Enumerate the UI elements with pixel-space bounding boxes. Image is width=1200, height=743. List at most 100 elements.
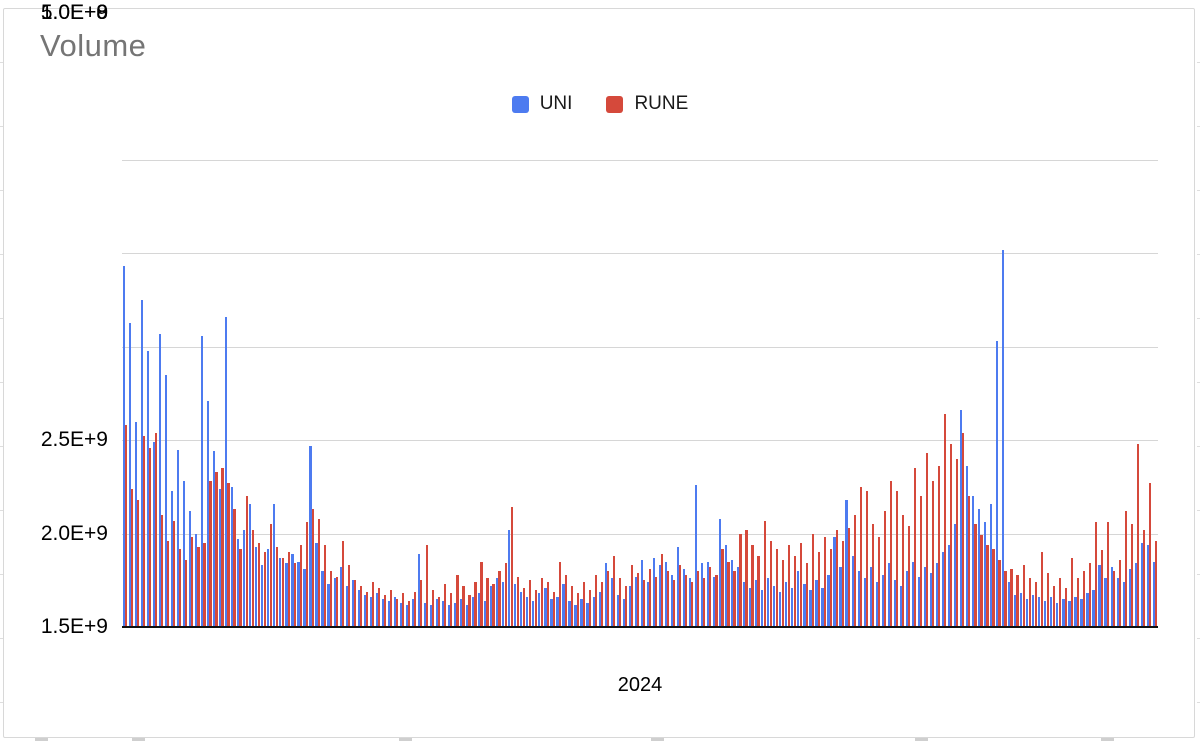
rune-bar (775, 548, 778, 627)
rune-bar (980, 535, 983, 627)
rune-bar (637, 572, 640, 627)
rune-bar (974, 524, 977, 627)
spreadsheet-row-line-stub (1197, 446, 1200, 447)
rune-bar (883, 511, 887, 627)
rune-bar (305, 522, 308, 627)
rune-bar (287, 552, 290, 627)
rune-bar (631, 565, 634, 627)
uni-bar (1080, 598, 1083, 627)
rune-bar (865, 490, 869, 627)
uni-bar (140, 300, 143, 627)
uni-bar (411, 598, 414, 627)
uni-bar (917, 576, 920, 627)
rune-bar (805, 563, 808, 627)
rune-bar (661, 554, 664, 627)
rune-bar (769, 541, 772, 627)
uni-bar (1104, 578, 1107, 627)
rune-bar (679, 565, 682, 627)
rune-bar (1082, 570, 1085, 627)
rune-bar (582, 582, 585, 627)
uni-bar (345, 585, 348, 627)
uni-bar (393, 597, 396, 627)
uni-bar (194, 533, 198, 627)
rune-bar (841, 541, 844, 627)
rune-bar (444, 584, 447, 627)
rune-bar (667, 570, 670, 627)
uni-bar (622, 598, 625, 627)
rune-bar (920, 496, 923, 627)
rune-bar (558, 561, 561, 627)
uni-bar (375, 593, 378, 627)
rune-bar (203, 542, 206, 627)
uni-bar (460, 598, 463, 627)
rune-bar (546, 582, 549, 627)
rune-bar (378, 587, 381, 627)
gridline (122, 253, 1158, 255)
uni-bar (496, 578, 499, 627)
uni-bar (833, 537, 836, 627)
rune-bar (908, 526, 911, 627)
rune-bar (570, 585, 573, 627)
uni-bar (182, 481, 186, 627)
rune-bar (1149, 483, 1152, 627)
y-axis-tick-label: 2.5E+9 (40, 428, 108, 451)
uni-bar (363, 595, 366, 627)
rune-bar (799, 542, 802, 627)
uni-bar (658, 565, 661, 627)
rune-bar (239, 548, 242, 627)
uni-bar (188, 511, 192, 627)
uni-bar (453, 602, 457, 627)
uni-bar (935, 563, 939, 627)
rune-bar (143, 436, 146, 627)
uni-bar (249, 503, 252, 627)
rune-bar (221, 468, 224, 627)
spreadsheet-row-line-stub (0, 190, 3, 191)
rune-bar (618, 578, 622, 627)
uni-bar (1032, 595, 1035, 627)
rune-bar (233, 509, 236, 627)
uni-bar (381, 598, 384, 627)
rune-bar (365, 591, 369, 627)
uni-bar (1044, 600, 1047, 627)
rune-bar (1070, 557, 1073, 627)
uni-bar (875, 582, 878, 627)
rune-bar (757, 556, 760, 627)
rune-bar (426, 544, 429, 627)
legend-item-uni: UNI (511, 93, 572, 115)
spreadsheet-row-line-stub (1197, 254, 1200, 255)
rune-bar (131, 488, 134, 627)
gridline (122, 533, 1158, 535)
uni-bar (694, 485, 698, 627)
uni-bar (478, 593, 481, 627)
uni-bar (971, 496, 975, 627)
rune-bar (1040, 552, 1043, 627)
uni-bar (767, 578, 770, 627)
uni-bar (791, 587, 794, 627)
uni-bar (604, 563, 607, 627)
rune-bar (691, 582, 694, 627)
y-axis-tick-label: 1.5E+9 (40, 615, 108, 638)
spreadsheet-row-line-stub (0, 382, 3, 383)
rune-bar (456, 574, 459, 627)
uni-bar (237, 539, 240, 627)
uni-bar (387, 600, 390, 627)
x-axis-label: 2024 (617, 674, 663, 696)
spreadsheet-row-line-stub (0, 702, 3, 703)
uni-bar (213, 451, 216, 627)
rune-bar (564, 574, 567, 627)
rune-bar (1034, 582, 1037, 627)
uni-bar (682, 569, 686, 627)
rune-bar (408, 600, 411, 627)
rune-bar (486, 578, 489, 627)
uni-bar (466, 604, 469, 627)
spreadsheet-row-line-stub (0, 446, 3, 447)
rune-bar (594, 574, 598, 627)
spreadsheet-row-line-stub (1197, 574, 1200, 575)
rune-bar (1064, 587, 1067, 627)
y-axis-tick-label: 0 (96, 1, 108, 24)
rune-bar (606, 570, 610, 627)
rune-bar (781, 559, 784, 627)
uni-bar (261, 565, 264, 627)
uni-bar (405, 604, 408, 627)
